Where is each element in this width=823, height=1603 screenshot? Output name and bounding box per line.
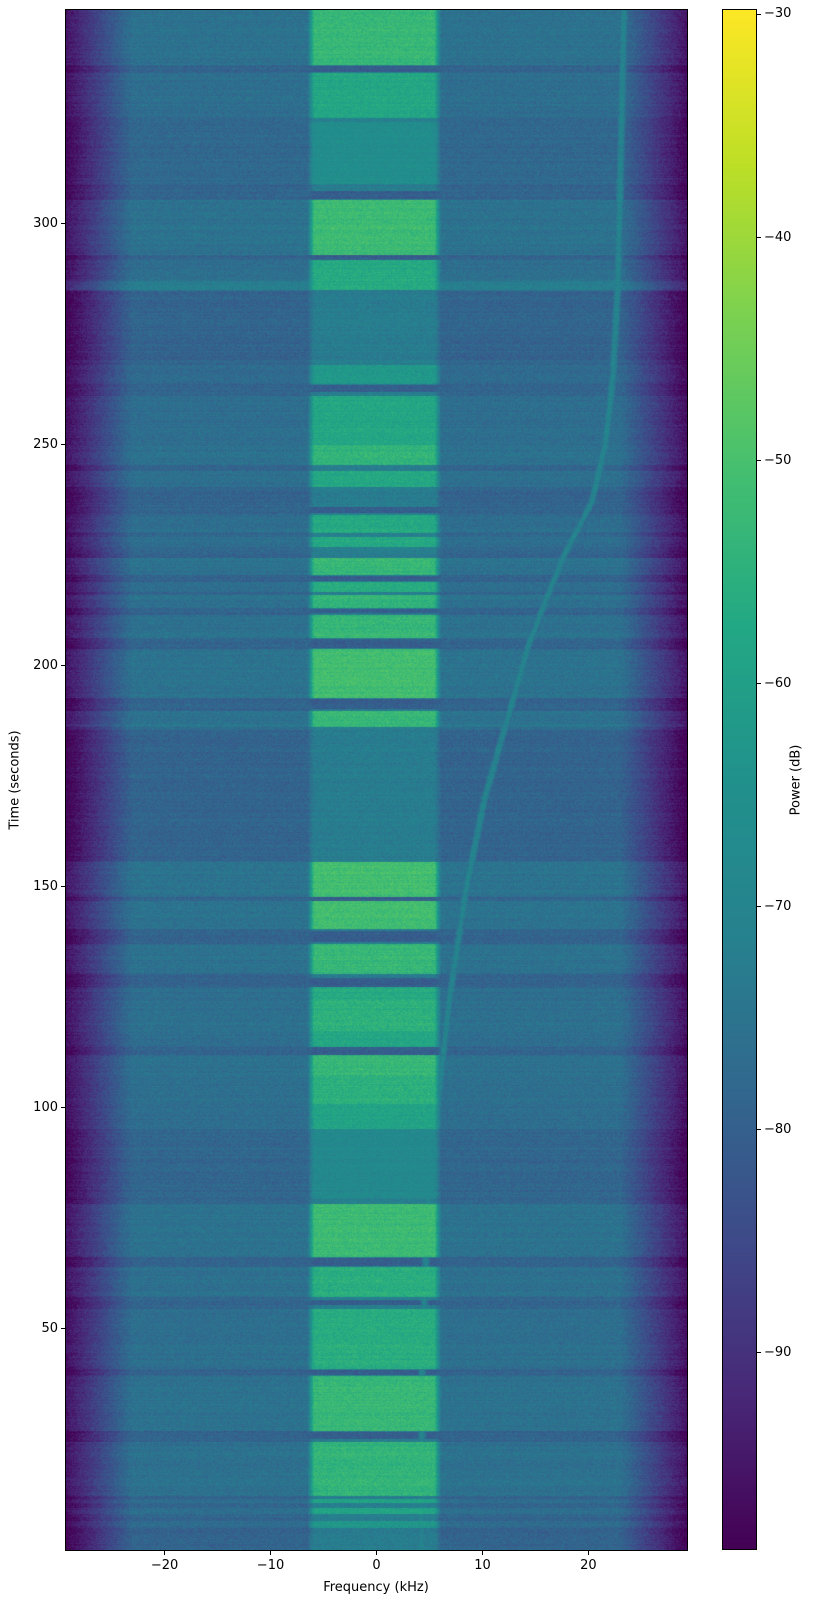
- x-tick-label: 0: [372, 1558, 381, 1573]
- colorbar-tick-mark: [757, 460, 761, 462]
- x-tick-label: −10: [256, 1558, 285, 1573]
- y-tick-mark: [61, 223, 65, 225]
- y-tick-label: 200: [33, 657, 58, 673]
- y-tick-label: 100: [33, 1099, 58, 1115]
- y-tick-mark: [61, 886, 65, 888]
- y-tick-mark: [61, 444, 65, 446]
- x-tick-mark: [270, 1551, 272, 1555]
- x-tick-label: 20: [580, 1558, 597, 1573]
- x-tick-mark: [587, 1551, 589, 1555]
- y-tick-label: 150: [33, 878, 58, 894]
- colorbar-tick-label: −70: [764, 898, 792, 914]
- x-tick-mark: [376, 1551, 377, 1555]
- colorbar-tick-label: −90: [764, 1344, 792, 1360]
- x-tick-label: 10: [474, 1558, 491, 1573]
- spectrogram-image: [65, 9, 688, 1551]
- y-tick-label: 50: [41, 1320, 58, 1336]
- y-tick-mark: [61, 1107, 65, 1109]
- y-tick-label: 300: [33, 215, 58, 231]
- colorbar-tick-mark: [757, 1129, 761, 1131]
- colorbar-tick-mark: [757, 13, 761, 15]
- colorbar-gradient: [722, 9, 757, 1550]
- colorbar-tick-label: −40: [764, 229, 792, 245]
- colorbar-tick-mark: [757, 237, 761, 238]
- x-tick-mark: [481, 1551, 483, 1555]
- x-axis-label: Frequency (kHz): [323, 1580, 429, 1595]
- colorbar-tick-mark: [757, 906, 761, 908]
- colorbar-tick-mark: [757, 683, 761, 685]
- colorbar-tick-label: −80: [764, 1121, 792, 1137]
- y-axis-label: Time (seconds): [7, 730, 23, 830]
- colorbar-label: Power (dB): [788, 744, 804, 816]
- colorbar-tick-label: −50: [764, 452, 792, 468]
- colorbar-tick-mark: [757, 1352, 761, 1354]
- colorbar-tick-label: −30: [764, 6, 792, 22]
- colorbar-tick-label: −60: [764, 675, 792, 691]
- x-tick-label: −20: [150, 1558, 179, 1573]
- x-tick-mark: [164, 1551, 166, 1555]
- y-tick-label: 250: [33, 436, 58, 452]
- y-tick-mark: [61, 665, 65, 667]
- y-tick-mark: [61, 1328, 65, 1330]
